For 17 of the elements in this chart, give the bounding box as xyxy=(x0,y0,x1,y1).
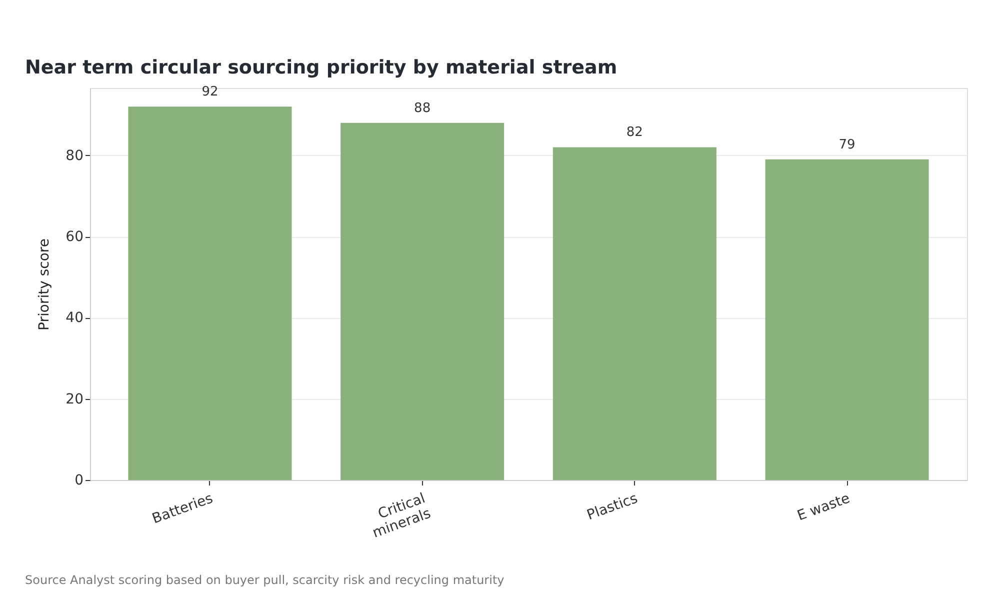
source-note: Source Analyst scoring based on buyer pull, scarcity risk and recycling maturity xyxy=(25,573,504,587)
y-tick-label: 20 xyxy=(66,391,84,408)
y-axis-title: Priority score xyxy=(36,238,53,330)
y-tick-label: 40 xyxy=(66,310,84,326)
chart-title: Near term circular sourcing priority by material stream xyxy=(25,56,618,79)
data-label: 82 xyxy=(626,125,643,140)
x-tick-label: E waste xyxy=(795,490,852,524)
data-label: 88 xyxy=(414,100,431,116)
data-label: 92 xyxy=(202,84,218,100)
y-tick-label: 0 xyxy=(74,472,84,488)
bar xyxy=(765,159,929,480)
bar xyxy=(128,106,292,480)
bar xyxy=(552,147,716,480)
y-tick-label: 80 xyxy=(66,148,84,164)
bar xyxy=(340,122,504,480)
data-label: 79 xyxy=(838,137,856,152)
y-tick-label: 60 xyxy=(66,229,84,246)
